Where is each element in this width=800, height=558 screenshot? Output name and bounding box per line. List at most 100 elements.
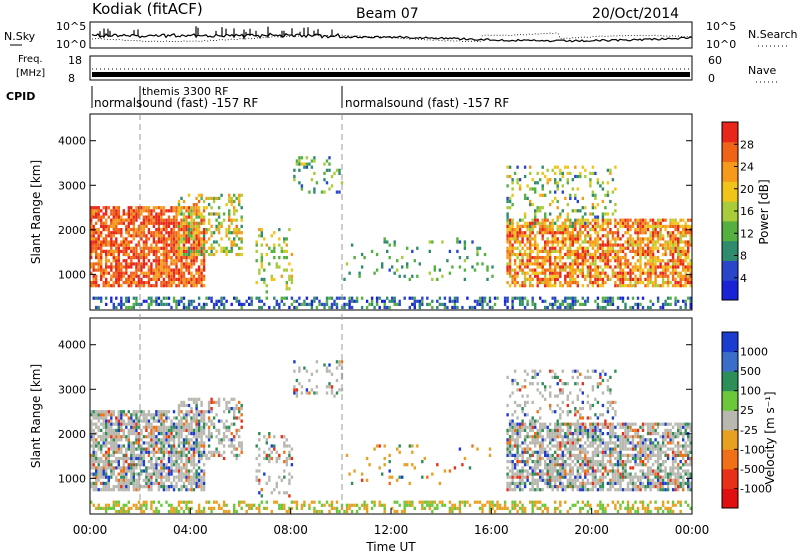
heatmap-cell xyxy=(103,216,105,219)
heatmap-cell xyxy=(110,463,112,466)
heatmap-cell xyxy=(669,219,671,222)
heatmap-cell xyxy=(170,284,172,287)
heatmap-cell xyxy=(208,253,210,256)
heatmap-cell xyxy=(208,247,210,250)
heatmap-cell xyxy=(231,200,233,203)
heatmap-cell xyxy=(170,463,172,466)
heatmap-cell xyxy=(115,416,117,419)
heatmap-cell xyxy=(241,444,243,447)
heatmap-cell xyxy=(481,303,483,306)
heatmap-cell xyxy=(328,504,330,507)
heatmap-cell xyxy=(303,163,305,166)
heatmap-cell xyxy=(183,448,185,451)
heatmap-cell xyxy=(326,370,328,373)
heatmap-cell xyxy=(311,303,313,306)
heatmap-cell xyxy=(198,237,200,240)
heatmap-cell xyxy=(278,507,280,510)
heatmap-cell xyxy=(120,231,122,234)
heatmap-cell xyxy=(188,247,190,250)
heatmap-cell xyxy=(672,219,674,222)
heatmap-cell xyxy=(521,237,523,240)
heatmap-cell xyxy=(148,485,150,488)
heatmap-cell xyxy=(100,476,102,479)
heatmap-cell xyxy=(629,234,631,237)
heatmap-cell xyxy=(155,479,157,482)
heatmap-cell xyxy=(100,410,102,413)
heatmap-cell xyxy=(155,240,157,243)
heatmap-cell xyxy=(331,373,333,376)
heatmap-cell xyxy=(313,300,315,303)
heatmap-cell xyxy=(506,225,508,228)
heatmap-cell xyxy=(203,250,205,253)
heatmap-cell xyxy=(511,466,513,469)
heatmap-cell xyxy=(451,507,453,510)
heatmap-cell xyxy=(208,444,210,447)
heatmap-cell xyxy=(188,460,190,463)
heatmap-cell xyxy=(431,300,433,303)
heatmap-cell xyxy=(356,297,358,300)
heatmap-cell xyxy=(298,169,300,172)
heatmap-cell xyxy=(602,284,604,287)
heatmap-cell xyxy=(644,225,646,228)
heatmap-cell xyxy=(193,212,195,215)
heatmap-cell xyxy=(110,438,112,441)
heatmap-cell xyxy=(125,300,127,303)
heatmap-cell xyxy=(158,259,160,262)
colorbar-tick-label: 8 xyxy=(740,250,747,263)
heatmap-cell xyxy=(384,507,386,510)
heatmap-cell xyxy=(233,444,235,447)
heatmap-cell xyxy=(511,391,513,394)
heatmap-cell xyxy=(632,269,634,272)
heatmap-cell xyxy=(225,203,227,206)
heatmap-cell xyxy=(185,404,187,407)
heatmap-cell xyxy=(163,250,165,253)
heatmap-cell xyxy=(574,262,576,265)
heatmap-cell xyxy=(178,275,180,278)
heatmap-cell xyxy=(514,476,516,479)
heatmap-cell xyxy=(115,457,117,460)
heatmap-cell xyxy=(303,501,305,504)
heatmap-cell xyxy=(371,297,373,300)
heatmap-cell xyxy=(516,510,518,513)
heatmap-cell xyxy=(396,259,398,262)
heatmap-cell xyxy=(128,262,130,265)
heatmap-cell xyxy=(587,275,589,278)
heatmap-cell xyxy=(93,410,95,413)
y-tick-label: 4000 xyxy=(58,135,86,148)
heatmap-cell xyxy=(140,420,142,423)
heatmap-cell xyxy=(584,219,586,222)
heatmap-cell xyxy=(205,410,207,413)
heatmap-cell xyxy=(506,306,508,309)
heatmap-cell xyxy=(654,278,656,281)
nave-tick-bottom: 0 xyxy=(708,72,715,85)
heatmap-cell xyxy=(589,234,591,237)
heatmap-cell xyxy=(193,460,195,463)
heatmap-cell xyxy=(223,451,225,454)
heatmap-cell xyxy=(95,482,97,485)
heatmap-cell xyxy=(100,272,102,275)
heatmap-cell xyxy=(524,423,526,426)
heatmap-cell xyxy=(434,501,436,504)
heatmap-cell xyxy=(208,507,210,510)
heatmap-cell xyxy=(108,420,110,423)
heatmap-cell xyxy=(286,438,288,441)
heatmap-cell xyxy=(120,438,122,441)
heatmap-cell xyxy=(130,479,132,482)
heatmap-cell xyxy=(526,373,528,376)
heatmap-cell xyxy=(584,250,586,253)
heatmap-cell xyxy=(559,284,561,287)
heatmap-cell xyxy=(516,469,518,472)
heatmap-cell xyxy=(238,237,240,240)
heatmap-cell xyxy=(128,466,130,469)
heatmap-cell xyxy=(100,469,102,472)
heatmap-cell xyxy=(532,269,534,272)
heatmap-cell xyxy=(672,272,674,275)
heatmap-cell xyxy=(183,438,185,441)
heatmap-cell xyxy=(607,219,609,222)
heatmap-cell xyxy=(173,206,175,209)
heatmap-cell xyxy=(592,228,594,231)
heatmap-cell xyxy=(180,256,182,259)
heatmap-cell xyxy=(155,269,157,272)
heatmap-cell xyxy=(271,457,273,460)
cpid-panel: CPID themis 3300 RF normalsound (fast) -… xyxy=(6,85,509,110)
